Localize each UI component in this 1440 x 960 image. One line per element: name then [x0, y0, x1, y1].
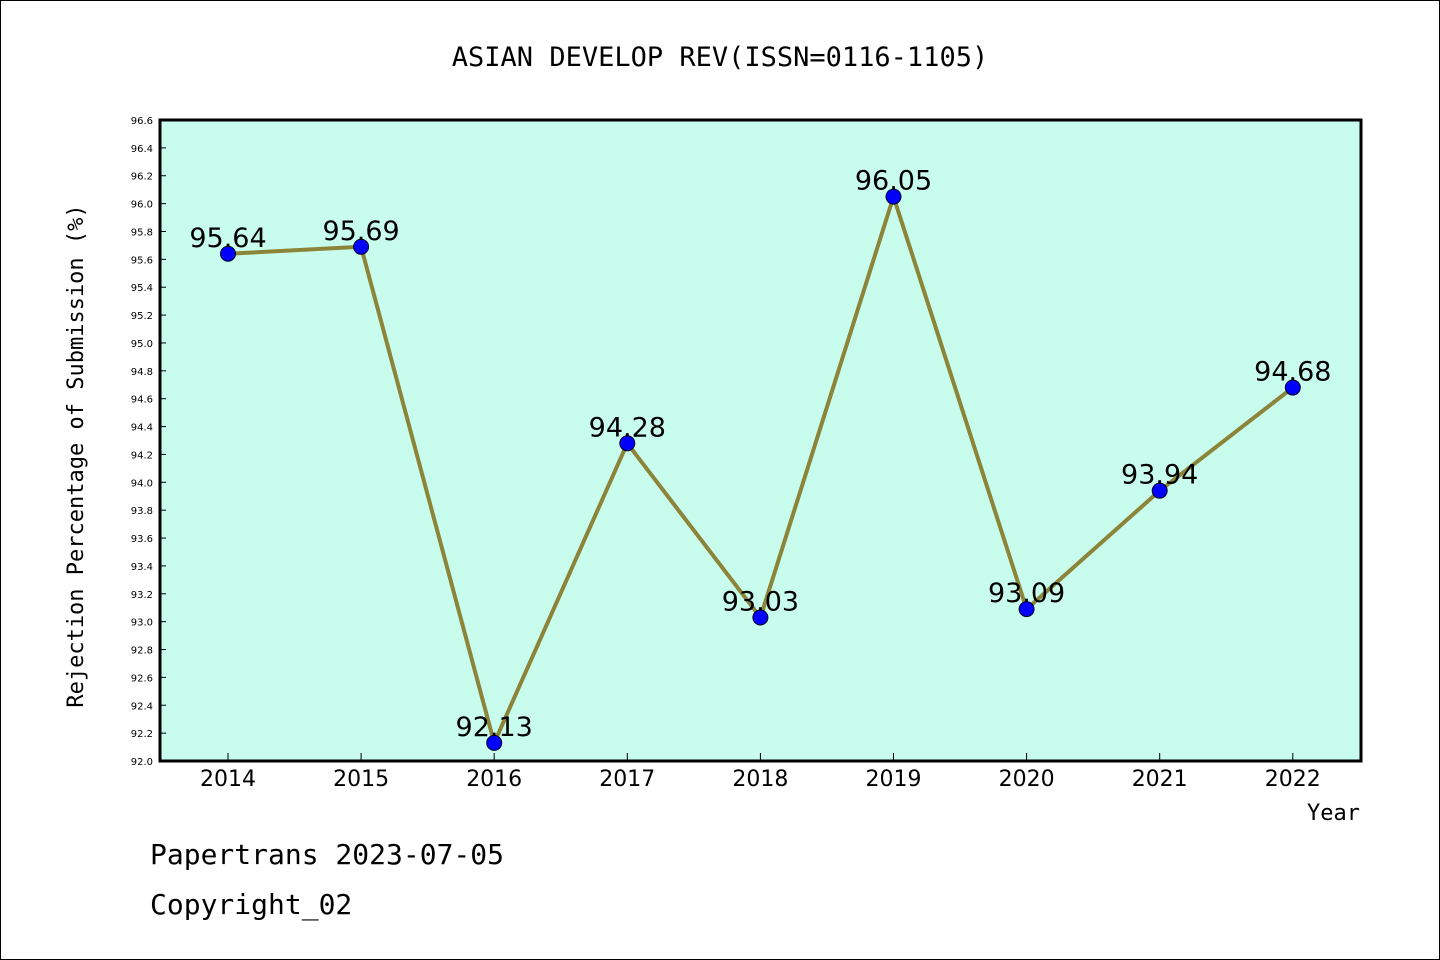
x-tick-label: 2020	[999, 767, 1055, 792]
data-label: 95.64	[189, 223, 266, 254]
footer-date: Papertrans 2023-07-05	[150, 838, 504, 871]
chart-title: ASIAN DEVELOP REV(ISSN=0116-1105)	[452, 42, 988, 73]
data-point	[486, 734, 503, 751]
y-tick-label: 95.8	[131, 227, 153, 238]
data-label: 96.05	[855, 166, 932, 197]
data-label: 93.09	[988, 578, 1065, 609]
y-tick-label: 93.2	[131, 590, 153, 601]
y-tick-label: 93.0	[131, 618, 153, 629]
y-tick-label: 95.0	[131, 339, 153, 350]
footer-copyright: Copyright_02	[150, 888, 352, 922]
data-point	[752, 609, 769, 626]
data-point	[619, 435, 636, 452]
y-tick-label: 96.4	[131, 144, 153, 155]
x-tick-label: 2019	[866, 767, 922, 792]
y-tick-label: 95.6	[131, 255, 153, 266]
y-tick-label: 96.2	[131, 172, 153, 183]
y-axis-ticks: 92.0 92.2 92.4 92.6 92.8 93.0 93.2 93.4 93.6 93.8…	[131, 116, 166, 768]
y-tick-label: 95.2	[131, 311, 153, 322]
data-point	[353, 238, 370, 255]
data-label: 94.68	[1254, 357, 1331, 388]
x-tick-label: 2021	[1132, 767, 1188, 792]
y-tick-label: 92.6	[131, 673, 153, 684]
y-tick-label: 93.8	[131, 506, 153, 517]
y-tick-label: 93.6	[131, 534, 153, 545]
y-tick-label: 94.0	[131, 478, 153, 489]
y-tick-label: 94.8	[131, 367, 153, 378]
y-tick-label: 92.2	[131, 729, 153, 740]
series-markers	[220, 188, 1301, 751]
data-point	[220, 245, 236, 262]
data-label: 92.13	[456, 712, 533, 743]
data-point	[885, 188, 902, 205]
x-tick-label: 2017	[599, 767, 655, 792]
data-label: 93.03	[722, 586, 799, 617]
y-tick-label: 93.4	[131, 562, 153, 573]
y-tick-label: 95.4	[131, 283, 153, 294]
data-label: 94.28	[589, 412, 666, 443]
x-axis-ticks: 2014 2015 2016 2017 2018 2019 2020 2021 2022	[200, 753, 1321, 792]
x-axis-label: Year	[1307, 801, 1360, 826]
plot-area	[158, 118, 1363, 763]
y-tick-label: 96.6	[131, 116, 153, 127]
data-label: 93.94	[1121, 460, 1198, 491]
y-tick-label: 94.6	[131, 395, 153, 406]
data-point	[1018, 601, 1035, 618]
y-axis-label: Rejection Percentage of Submission (%)	[64, 204, 89, 707]
y-tick-label: 92.4	[131, 701, 153, 712]
x-tick-label: 2022	[1265, 767, 1321, 792]
y-tick-label: 94.2	[131, 450, 153, 461]
data-point	[1151, 482, 1168, 499]
x-tick-label: 2015	[333, 767, 389, 792]
data-labels: 95.64 95.69 92.13 94.28 93.03 96.05 93.09 93.94…	[189, 166, 1331, 743]
y-tick-label: 94.4	[131, 423, 153, 434]
x-tick-label: 2014	[200, 767, 256, 792]
y-tick-label: 92.0	[131, 757, 153, 768]
x-tick-label: 2016	[466, 767, 522, 792]
data-point	[1284, 379, 1301, 396]
y-tick-label: 92.8	[131, 646, 153, 657]
y-tick-label: 96.0	[131, 200, 153, 211]
data-label: 95.69	[322, 216, 399, 247]
x-tick-label: 2018	[732, 767, 788, 792]
